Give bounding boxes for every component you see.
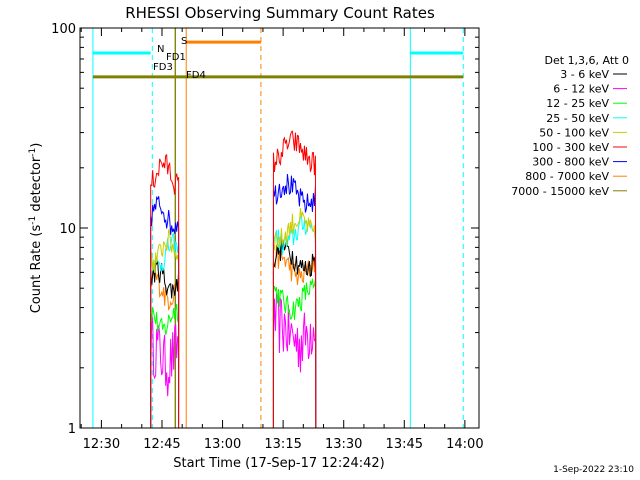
series-line-50-100keV xyxy=(272,208,317,428)
series-line-50-100keV xyxy=(150,229,180,428)
event-label: N xyxy=(157,44,164,55)
series-line-12-25keV xyxy=(272,278,317,428)
legend-entry-label: 7000 - 15000 keV xyxy=(511,185,609,198)
y-axis-label-part: detector xyxy=(29,156,44,216)
legend-title: Det 1,3,6, Att 0 xyxy=(545,54,629,67)
chart-title: RHESSI Observing Summary Count Rates xyxy=(125,4,435,22)
series-line-3-6keV xyxy=(150,258,180,428)
series-line-300-800keV xyxy=(272,174,317,428)
series-line-12-25keV xyxy=(150,303,180,428)
x-tick-label: 12:45 xyxy=(143,437,180,452)
series-line-6-12keV xyxy=(150,317,180,428)
plot-frame xyxy=(79,27,480,429)
y-axis-label: Count Rate (s-1 detector-1) xyxy=(28,143,44,314)
event-label: FD1 xyxy=(166,52,186,63)
legend-entry-label: 3 - 6 keV xyxy=(560,68,609,81)
series-line-100-300keV xyxy=(272,130,317,428)
legend-entry-label: 6 - 12 keV xyxy=(553,83,609,96)
x-tick-label: 13:45 xyxy=(386,437,423,452)
legend-entry-label: 100 - 300 keV xyxy=(532,141,609,154)
legend-entry-label: 800 - 7000 keV xyxy=(525,170,609,183)
series-line-6-12keV xyxy=(272,293,317,428)
y-tick-label: 100 xyxy=(51,22,76,37)
series-line-100-300keV xyxy=(150,153,180,428)
x-tick-label: 13:30 xyxy=(325,437,362,452)
y-axis-label-part: ) xyxy=(29,143,44,148)
event-label: FD3 xyxy=(153,62,173,73)
x-tick-label: 13:15 xyxy=(264,437,301,452)
series-line-300-800keV xyxy=(150,195,180,428)
x-tick-label: 12:30 xyxy=(83,437,120,452)
legend-entry-label: 300 - 800 keV xyxy=(532,156,609,169)
y-axis-label-sup: -1 xyxy=(28,216,38,225)
timestamp: 1-Sep-2022 23:10 xyxy=(553,465,634,475)
y-tick-label: 1 xyxy=(68,422,76,437)
x-tick-label: 14:00 xyxy=(446,437,483,452)
y-tick-label: 10 xyxy=(59,222,76,237)
axis-ticks: 1 10 100 12:30 12:45 13:00 13:15 13:30 13:45 14:0… xyxy=(51,22,483,452)
legend-entry-label: 12 - 25 keV xyxy=(546,97,609,110)
legend-entry-label: 50 - 100 keV xyxy=(539,126,609,139)
event-label: S xyxy=(181,36,187,47)
event-label: FD4 xyxy=(186,70,206,81)
y-axis-label-sup: -1 xyxy=(28,148,38,157)
x-tick-label: 13:00 xyxy=(204,437,241,452)
legend-entry-label: 25 - 50 keV xyxy=(546,112,609,125)
x-axis-label: Start Time (17-Sep-17 12:24:42) xyxy=(173,456,384,471)
y-axis-label-part: Count Rate (s xyxy=(29,225,44,314)
